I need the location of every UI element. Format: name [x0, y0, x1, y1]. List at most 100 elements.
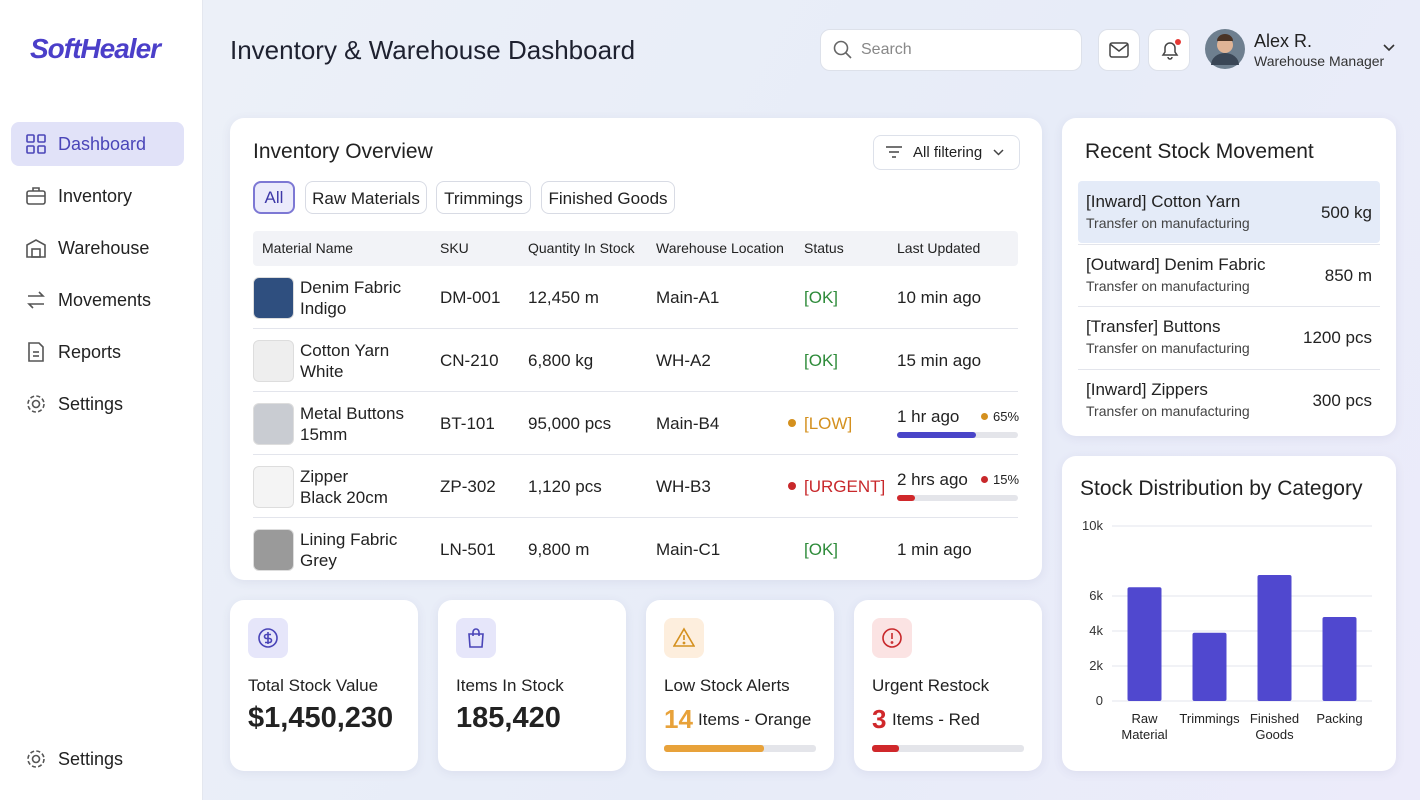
user-menu-chevron[interactable] [1383, 44, 1395, 52]
chart-title: Stock Distribution by Category [1080, 477, 1363, 500]
movement-divider [1078, 243, 1380, 245]
status-dot [788, 482, 796, 490]
icon-shape [28, 291, 45, 297]
material-thumbnail [253, 466, 294, 508]
movement-subtitle: Transfer on manufacturing [1086, 402, 1250, 419]
stat-icon [664, 618, 704, 658]
icon-shape [27, 303, 44, 309]
icon-shape [682, 641, 686, 645]
search-box[interactable]: Search [820, 29, 1082, 71]
icon-shape [26, 134, 35, 143]
filter-tab[interactable]: All [253, 181, 295, 214]
nav-item[interactable]: Reports [11, 330, 184, 374]
stat-label: Items In Stock [456, 676, 564, 695]
search-icon [833, 40, 852, 59]
icon-shape [26, 239, 46, 258]
nav-item[interactable]: Inventory [11, 174, 184, 218]
quantity: 6,800 kg [528, 351, 594, 370]
stat-label: Urgent Restock [872, 676, 990, 695]
nav-item[interactable]: Movements [11, 278, 184, 322]
movement-quantity: 500 kg [1320, 203, 1372, 222]
stat-label: Low Stock Alerts [664, 676, 790, 695]
location: Main-B4 [656, 414, 720, 433]
sku: ZP-302 [440, 477, 496, 496]
movement-title: [Transfer] Buttons [1086, 317, 1221, 336]
status: [OK] [804, 540, 839, 559]
quantity: 9,800 m [528, 540, 590, 559]
nav-icon [26, 134, 46, 154]
nav-icon [26, 239, 46, 258]
stat-value: $1,450,230 [248, 702, 394, 734]
nav-item[interactable]: Dashboard [11, 122, 184, 166]
icon-shape [26, 190, 46, 205]
icon-shape [31, 248, 41, 258]
icon-shape [468, 633, 484, 648]
row-divider [253, 328, 1018, 329]
nav-footer[interactable]: Settings [11, 737, 184, 781]
filter-icon [886, 146, 902, 158]
icon-shape [673, 627, 695, 647]
column-header: Last Updated [897, 240, 981, 256]
movement-card [1062, 118, 1396, 436]
row-divider [253, 391, 1018, 392]
user-avatar[interactable] [1205, 29, 1245, 69]
icon-shape [890, 641, 894, 644]
material-name: Denim Fabric [300, 278, 402, 297]
notification-button[interactable] [1148, 29, 1190, 71]
filter-tab[interactable]: Trimmings [436, 181, 531, 214]
material-thumbnail [253, 529, 294, 571]
movement-quantity: 850 m [1324, 265, 1372, 285]
column-header: Warehouse Location [656, 240, 784, 256]
location: Main-A1 [656, 288, 720, 307]
movement-title: Recent Stock Movement [1085, 140, 1314, 163]
material-name: Lining Fabric [300, 530, 398, 549]
sku: LN-501 [440, 540, 496, 559]
filter-button[interactable]: All filtering [873, 135, 1020, 170]
stat-icon [456, 618, 496, 658]
mail-button[interactable] [1098, 29, 1140, 71]
column-header: Material Name [262, 240, 354, 256]
stat-icon-shape [468, 628, 484, 648]
settings-icon [27, 750, 45, 768]
stat-icon [872, 618, 912, 658]
stat-icon-shape [673, 627, 695, 647]
filter-tab[interactable]: Raw Materials [305, 181, 427, 214]
nav-label: Movements [58, 290, 152, 310]
user-role: Warehouse Manager [1254, 53, 1385, 69]
icon-shape [28, 342, 44, 362]
stat-icon-shape [882, 628, 902, 648]
movement-divider [1078, 306, 1380, 307]
filter-chevron [993, 149, 1004, 156]
stat-icon-shape [258, 628, 278, 648]
material-name: Cotton Yarn [300, 341, 390, 360]
last-updated: 2 hrs ago [897, 470, 968, 489]
filter-tab[interactable]: Finished Goods [541, 181, 675, 214]
status: [OK] [804, 288, 839, 307]
movement-divider [1078, 368, 1380, 370]
stat-label: Total Stock Value [248, 676, 379, 695]
progress-track [897, 495, 1018, 501]
nav-label: Settings [58, 394, 124, 414]
brand-logo[interactable]: SoftHealer [30, 33, 161, 64]
nav-item[interactable]: Settings [11, 382, 184, 426]
icon-shape [37, 134, 46, 143]
movement-title: [Inward] Cotton Yarn [1086, 192, 1241, 211]
column-header: Status [804, 240, 844, 256]
row-divider [253, 517, 1018, 518]
inventory-title: Inventory Overview [253, 140, 433, 163]
movement-title: [Outward] Denim Fabric [1086, 254, 1266, 274]
nav-item[interactable]: Warehouse [11, 226, 184, 270]
progress-dot [981, 476, 988, 483]
material-name: Zipper [300, 467, 349, 486]
icon-shape [258, 628, 278, 648]
movement-subtitle: Transfer on manufacturing [1086, 340, 1250, 356]
movement-title: [Inward] Zippers [1086, 379, 1208, 399]
stat-value: 185,420 [456, 702, 561, 734]
stat-text: Items - Red [892, 710, 980, 729]
nav-label: Dashboard [58, 134, 147, 154]
nav-icon [27, 395, 45, 413]
last-updated: 1 hr ago [897, 407, 960, 426]
nav-icon [28, 342, 44, 362]
